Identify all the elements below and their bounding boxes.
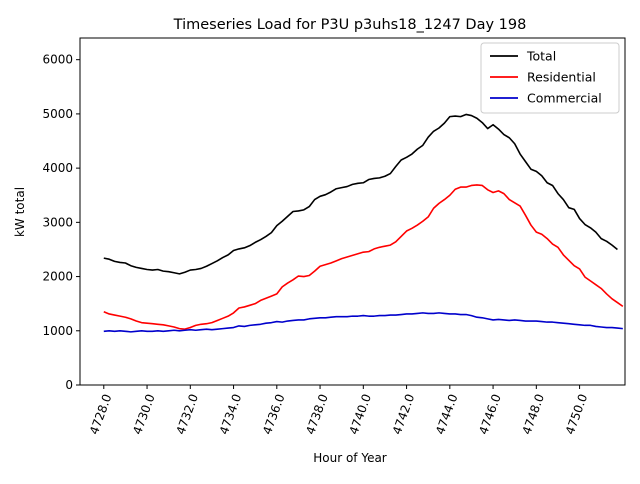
y-tick-label: 3000 [42, 215, 73, 229]
chart-title: Timeseries Load for P3U p3uhs18_1247 Day… [173, 17, 527, 33]
x-axis-label: Hour of Year [313, 451, 387, 465]
plot-frame [79, 37, 626, 386]
series-line-total [103, 113, 618, 275]
legend-box [480, 42, 620, 114]
y-tick-label: 5000 [42, 107, 73, 121]
y-axis-label: kW total [13, 187, 27, 237]
series-line-commercial [103, 312, 623, 333]
legend-label-commercial: Commercial [527, 91, 602, 106]
y-axis: 0 1000 2000 3000 4000 5000 6000 [42, 53, 80, 392]
series-layer [103, 113, 624, 333]
y-tick-label: 1000 [42, 324, 73, 338]
series-line-residential [103, 184, 624, 330]
y-tick-label: 2000 [42, 270, 73, 284]
legend-label-total: Total [526, 49, 556, 64]
y-tick-label: 0 [65, 378, 73, 392]
y-tick-label: 4000 [42, 161, 73, 175]
legend-label-residential: Residential [527, 70, 596, 85]
legend: Total Residential Commercial [480, 42, 620, 114]
y-tick-label: 6000 [42, 53, 73, 67]
